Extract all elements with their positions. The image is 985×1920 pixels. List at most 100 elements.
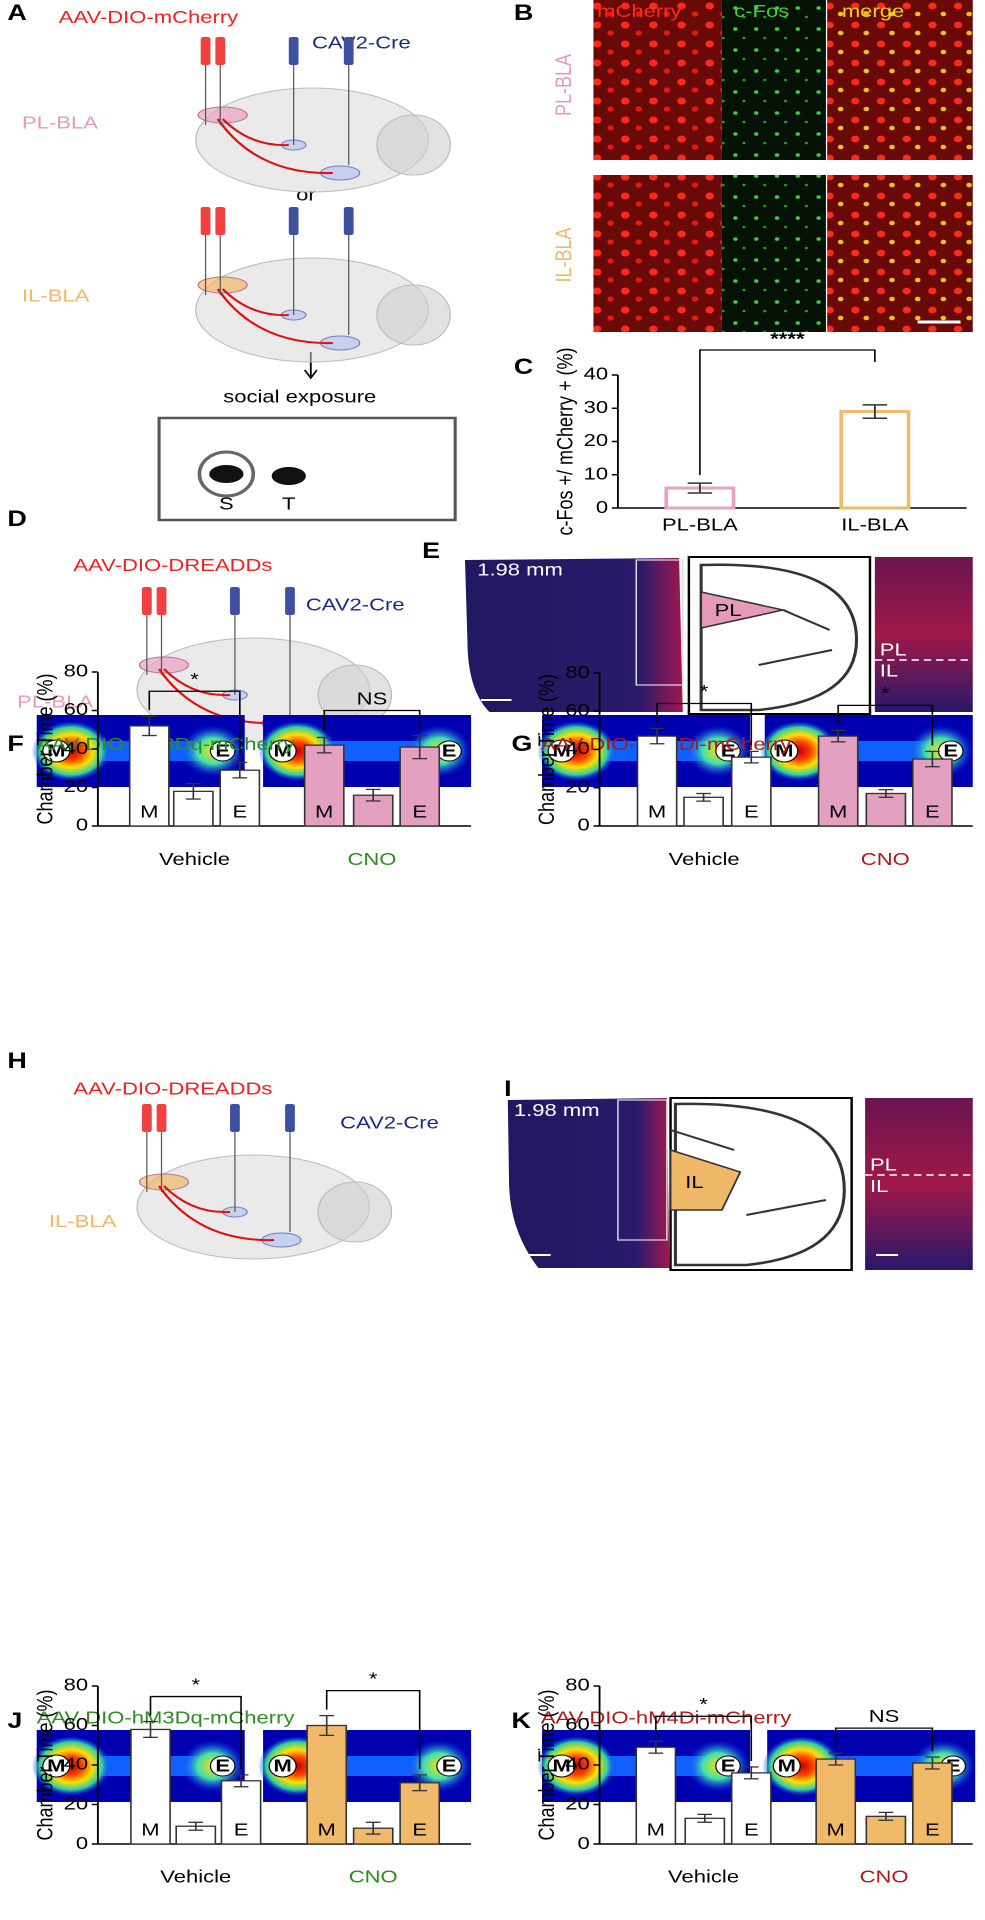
- bar: [865, 1815, 907, 1845]
- y-tick-label: 40: [565, 1755, 590, 1775]
- y-tick-label: 30: [584, 398, 609, 418]
- y-tick-label: 10: [584, 464, 609, 484]
- area-label: PL: [880, 641, 907, 661]
- chamber-marker: [770, 739, 799, 763]
- bar: [399, 746, 441, 827]
- depth-label: 1.98 mm: [514, 1101, 600, 1121]
- significance-label: NS: [357, 689, 388, 709]
- significance-label: *: [369, 1669, 378, 1689]
- bar-label: M: [829, 803, 847, 823]
- arrow-head: [303, 369, 318, 380]
- chamber-label: E: [721, 742, 736, 762]
- heatmap-hot: [537, 1736, 616, 1796]
- chamber-label: E: [721, 1757, 736, 1777]
- micrograph: [593, 0, 722, 160]
- group-label: Vehicle: [668, 1868, 739, 1888]
- syringe: [288, 37, 299, 65]
- cerebellum: [376, 114, 451, 176]
- arena: [157, 416, 457, 522]
- syringe: [343, 207, 354, 235]
- bar-label: E: [925, 803, 940, 823]
- syringe: [141, 1104, 152, 1132]
- y-tick-label: 80: [64, 662, 89, 682]
- chamber-label: M: [273, 742, 291, 762]
- panel-letter: H: [7, 1049, 26, 1073]
- bar-label: E: [234, 1821, 249, 1841]
- syringe: [230, 587, 240, 615]
- syringe: [200, 37, 211, 65]
- group-label: CNO: [349, 1868, 398, 1888]
- chamber-label: M: [778, 1757, 796, 1777]
- significance-bracket: [834, 1727, 934, 1752]
- micrograph: [874, 557, 973, 712]
- syringe: [343, 37, 354, 65]
- y-tick-label: 20: [565, 1794, 590, 1814]
- panel-letter: E: [422, 539, 440, 563]
- bar: [683, 796, 724, 827]
- bar: [865, 792, 907, 827]
- retro-label: CAV2-Cre: [306, 596, 405, 616]
- y-axis-label: Chamber Time (%): [34, 673, 58, 824]
- bar-label: M: [140, 803, 158, 823]
- micrograph: [721, 175, 826, 332]
- bar: [399, 1782, 441, 1845]
- chamber-marker: [209, 1755, 236, 1777]
- syringe: [230, 1104, 240, 1132]
- mouse: [271, 467, 306, 485]
- chamber-marker: [42, 1754, 71, 1778]
- chamber-label: E: [215, 1757, 230, 1777]
- micrograph: [827, 175, 973, 332]
- chamber-label: M: [775, 742, 793, 762]
- y-tick-label: 80: [565, 663, 590, 683]
- chamber-marker: [772, 1754, 801, 1778]
- bar: [730, 1772, 772, 1845]
- chamber-label: M: [552, 1757, 570, 1777]
- y-tick-label: 0: [76, 816, 88, 836]
- atlas-region: [669, 1148, 742, 1211]
- syringe: [156, 587, 167, 615]
- bar: [839, 410, 911, 510]
- syringe: [288, 207, 299, 235]
- y-tick-label: 40: [64, 1755, 89, 1775]
- region-label: PL-BLA: [22, 114, 99, 134]
- chamber-marker: [436, 1755, 462, 1777]
- bar: [912, 758, 953, 827]
- chart-title: AAV-DIO-hM3Dq-mCherry: [37, 1709, 296, 1729]
- x-tick-label: PL-BLA: [662, 516, 739, 536]
- depth-label: 1.98 mm: [477, 561, 563, 581]
- chamber-marker: [209, 740, 236, 762]
- micrograph: [827, 0, 973, 160]
- bar: [730, 756, 772, 827]
- atlas-line: [670, 1129, 827, 1216]
- retro-label: CAV2-Cre: [340, 1114, 439, 1134]
- panel-letter: I: [504, 1077, 511, 1101]
- panel-letter: G: [511, 732, 532, 756]
- group-label: Vehicle: [669, 850, 740, 870]
- group-label: Vehicle: [159, 850, 230, 870]
- chamber-label: M: [47, 1757, 65, 1777]
- bar-label: M: [647, 1821, 665, 1841]
- projection: [216, 118, 333, 175]
- chamber-marker: [547, 739, 576, 763]
- y-tick-label: 20: [565, 777, 590, 797]
- bar: [817, 735, 859, 827]
- region-label: IL-BLA: [22, 287, 90, 307]
- heatmap-hot: [31, 1736, 111, 1796]
- target-area: [138, 656, 190, 674]
- bar: [635, 1746, 677, 1845]
- y-tick-label: 60: [64, 1715, 89, 1735]
- atlas-region: [700, 591, 787, 629]
- y-tick-label: 0: [578, 816, 590, 836]
- x-tick-label: IL-BLA: [841, 516, 909, 536]
- area-label: IL: [870, 1177, 888, 1197]
- significance-bracket: [837, 704, 934, 746]
- row-label: PL-BLA: [553, 53, 577, 116]
- projection: [158, 1185, 275, 1242]
- y-tick-label: 40: [565, 739, 590, 759]
- significance-bracket: [699, 349, 876, 476]
- bar-label: E: [412, 1821, 427, 1841]
- y-tick-label: 40: [64, 739, 89, 759]
- y-tick-label: 60: [64, 700, 89, 720]
- significance-bracket: [149, 1695, 242, 1769]
- cerebellum: [376, 284, 451, 346]
